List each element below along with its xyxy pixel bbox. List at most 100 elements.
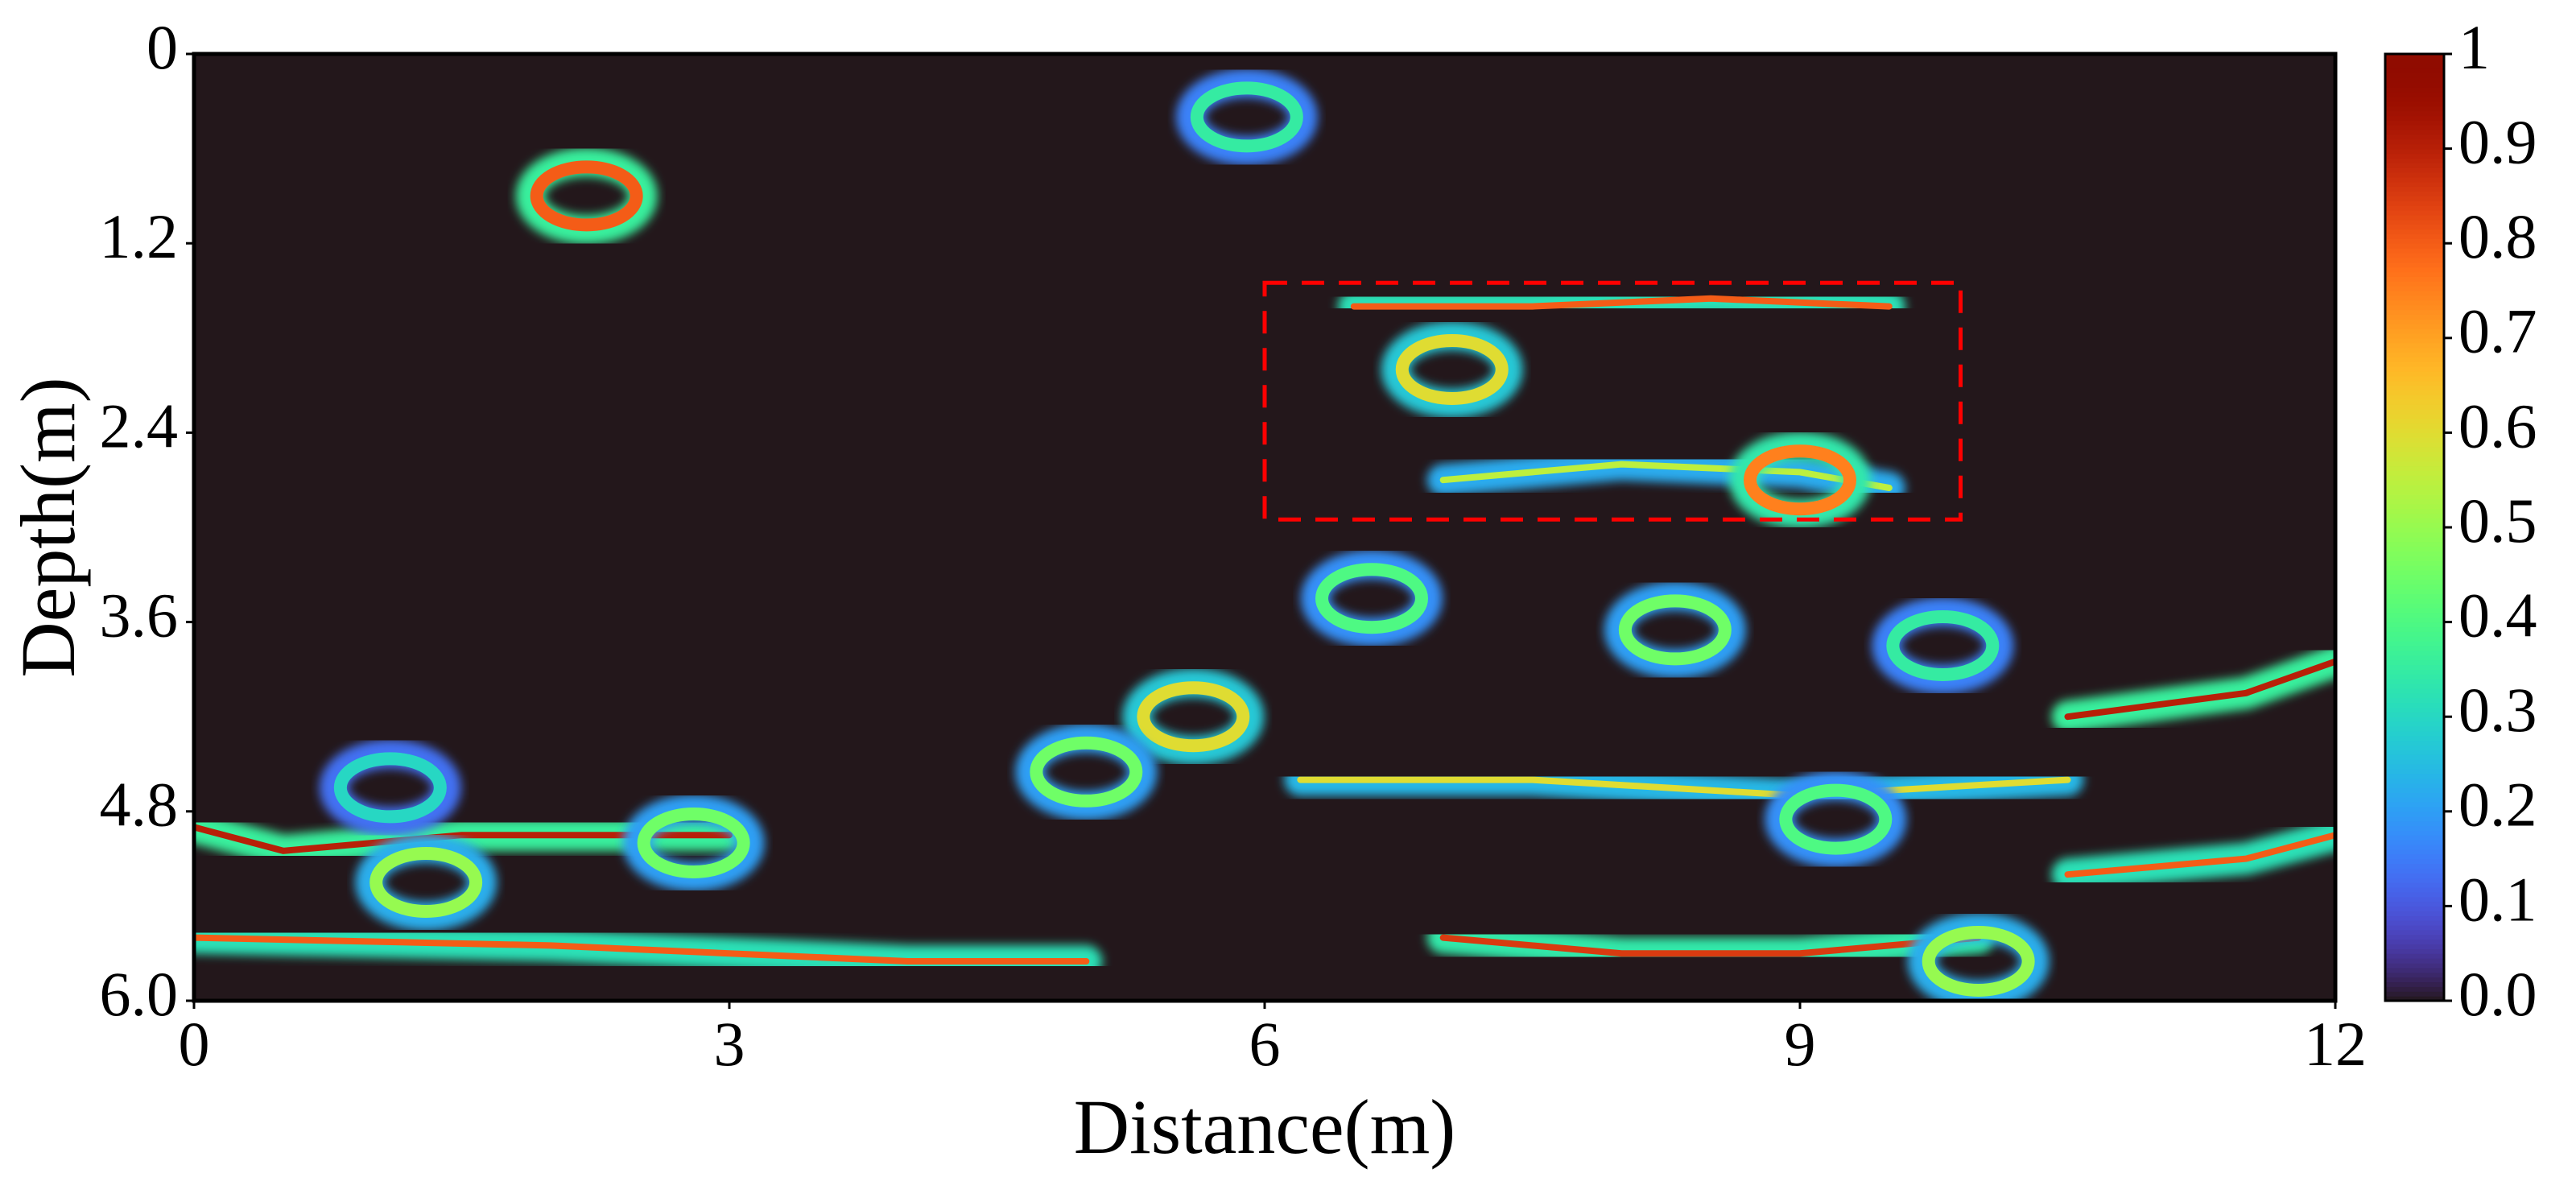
colorbar-step (2385, 437, 2444, 443)
colorbar-step (2385, 953, 2444, 959)
colorbar-step (2385, 849, 2444, 855)
y-tick-label: 0 (147, 12, 178, 82)
colorbar-step (2385, 977, 2444, 983)
x-tick-label: 12 (2304, 1009, 2367, 1079)
colorbar-step (2385, 962, 2444, 969)
colorbar-step (2385, 257, 2444, 263)
colorbar-step (2385, 130, 2444, 135)
colorbar-step (2385, 584, 2444, 590)
hotspot (1744, 444, 1856, 516)
colorbar-step (2385, 863, 2444, 869)
x-tick-label: 3 (714, 1009, 745, 1079)
colorbar-tick-label: 0.8 (2458, 201, 2537, 271)
reflector (1297, 776, 2071, 799)
colorbar-step (2385, 787, 2444, 793)
hotspot (1779, 783, 1893, 855)
colorbar-step (2385, 536, 2444, 543)
colorbar-step (2385, 878, 2444, 883)
colorbar-step (2385, 314, 2444, 320)
colorbar-step (2385, 986, 2444, 992)
colorbar-step (2385, 593, 2444, 599)
colorbar-step (2385, 72, 2444, 78)
colorbar-step (2385, 238, 2444, 244)
colorbar-step (2385, 423, 2444, 429)
colorbar-step (2385, 494, 2444, 500)
x-axis-label: Distance(m) (1074, 1084, 1455, 1170)
colorbar-step (2385, 669, 2444, 675)
colorbar-step (2385, 342, 2444, 349)
colorbar-step (2385, 110, 2444, 117)
colorbar-step (2385, 531, 2444, 538)
colorbar-step (2385, 707, 2444, 713)
colorbar-step (2385, 674, 2444, 680)
colorbar-step (2385, 924, 2444, 931)
colorbar-step (2385, 721, 2444, 727)
colorbar-step (2385, 773, 2444, 779)
colorbar-step (2385, 87, 2444, 93)
colorbar-step (2385, 134, 2444, 140)
hotspot (1315, 563, 1428, 634)
colorbar-step (2385, 725, 2444, 732)
colorbar-step (2385, 475, 2444, 481)
colorbar-step (2385, 541, 2444, 547)
colorbar-step (2385, 560, 2444, 566)
reflector (2064, 658, 2335, 721)
colorbar-step (2385, 740, 2444, 746)
y-tick-label: 2.4 (100, 390, 179, 461)
colorbar-step (2385, 385, 2444, 391)
colorbar-step (2385, 233, 2444, 239)
colorbar-tick-label: 0.0 (2458, 959, 2537, 1029)
colorbar-step (2385, 546, 2444, 551)
colorbar-step (2385, 929, 2444, 936)
colorbar-step (2385, 811, 2444, 817)
colorbar-step (2385, 825, 2444, 831)
colorbar-step (2385, 911, 2444, 916)
colorbar-step (2385, 498, 2444, 505)
colorbar-step (2385, 802, 2444, 808)
colorbar-step (2385, 148, 2444, 155)
colorbar-step (2385, 153, 2444, 159)
reflector (2064, 832, 2335, 878)
colorbar-step (2385, 589, 2444, 594)
colorbar-step (2385, 991, 2444, 997)
colorbar-step (2385, 508, 2444, 514)
colorbar-step (2385, 650, 2444, 656)
colorbar-tick-label: 0.5 (2458, 485, 2537, 556)
colorbar-step (2385, 858, 2444, 865)
colorbar-step (2385, 470, 2444, 476)
hotspot (530, 160, 643, 232)
colorbar-step (2385, 612, 2444, 618)
colorbar-step (2385, 778, 2444, 784)
colorbar-step (2385, 295, 2444, 301)
colorbar-step (2385, 513, 2444, 518)
colorbar-step (2385, 347, 2444, 353)
colorbar-step (2385, 357, 2444, 362)
colorbar-step (2385, 337, 2444, 344)
hotspot (1030, 736, 1143, 808)
colorbar-step (2385, 271, 2444, 277)
colorbar-step (2385, 579, 2444, 585)
colorbar-step (2385, 551, 2444, 556)
colorbar-step (2385, 115, 2444, 121)
colorbar-step (2385, 286, 2444, 291)
colorbar-step (2385, 380, 2444, 386)
colorbar-step (2385, 783, 2444, 788)
y-axis-label: Depth(m) (5, 377, 91, 677)
colorbar-step (2385, 901, 2444, 907)
colorbar-step (2385, 172, 2444, 178)
hotspot (1395, 334, 1509, 405)
colorbar-step (2385, 764, 2444, 770)
colorbar-step (2385, 68, 2444, 74)
colorbar-tick-label: 0.7 (2458, 296, 2537, 366)
colorbar-step (2385, 750, 2444, 755)
colorbar-step (2385, 712, 2444, 717)
colorbar-step (2385, 717, 2444, 722)
colorbar-step (2385, 266, 2444, 273)
y-tick-label: 1.2 (100, 201, 179, 271)
colorbar-step (2385, 503, 2444, 510)
colorbar-step (2385, 745, 2444, 750)
highlight-box (1262, 280, 1963, 522)
colorbar-step (2385, 92, 2444, 97)
y-tick-label: 3.6 (100, 580, 179, 651)
colorbar-step (2385, 489, 2444, 495)
